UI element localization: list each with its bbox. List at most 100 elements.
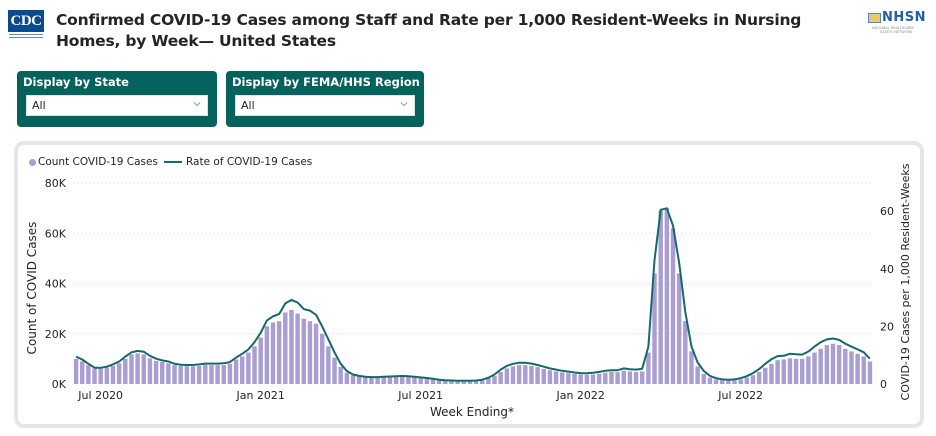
bar[interactable] [633,371,639,384]
bar[interactable] [504,368,510,384]
bar[interactable] [270,322,276,384]
bar[interactable] [387,376,393,384]
bar[interactable] [123,358,128,384]
bar[interactable] [276,321,282,384]
bar[interactable] [301,318,306,384]
bar[interactable] [590,374,596,384]
bar[interactable] [190,366,196,384]
region-dropdown[interactable]: All [235,95,415,116]
bar[interactable] [350,375,356,384]
state-dropdown[interactable]: All [26,95,208,116]
bar[interactable] [86,365,91,384]
bar[interactable] [707,377,713,384]
bar[interactable] [800,358,805,384]
bar[interactable] [627,371,633,384]
bar[interactable] [664,208,670,384]
bar[interactable] [855,353,860,384]
bar[interactable] [775,360,780,384]
bar[interactable] [381,377,386,384]
bar[interactable] [295,313,300,384]
bar[interactable] [603,372,608,384]
bar[interactable] [480,380,485,384]
bar[interactable] [523,365,528,384]
bar[interactable] [652,273,657,384]
bar[interactable] [215,365,220,384]
bar[interactable] [781,359,786,384]
bar[interactable] [227,363,233,384]
bar[interactable] [769,363,774,384]
bar[interactable] [830,343,836,384]
bar[interactable] [141,354,146,384]
bar[interactable] [695,366,700,384]
bar[interactable] [203,364,208,384]
bar[interactable] [240,356,245,384]
bar[interactable] [787,358,793,384]
bar[interactable] [676,273,682,384]
bar[interactable] [738,379,743,384]
bar[interactable] [584,374,590,384]
bar[interactable] [246,352,251,384]
bar[interactable] [492,375,497,384]
bar[interactable] [320,333,325,384]
bar[interactable] [713,379,719,384]
bar[interactable] [812,352,817,384]
bar[interactable] [424,378,430,384]
bar[interactable] [566,373,571,384]
bar[interactable] [233,359,239,384]
rate-line-series[interactable] [75,207,871,382]
bar[interactable] [646,352,651,384]
bar[interactable] [572,373,577,384]
bar[interactable] [326,346,331,384]
bar[interactable] [73,358,79,384]
bar[interactable] [147,358,153,384]
bar[interactable] [412,377,417,384]
bar[interactable] [578,374,583,384]
bar[interactable] [640,371,645,384]
bar[interactable] [541,368,546,384]
bar[interactable] [209,365,214,384]
bar[interactable] [473,380,479,384]
bar[interactable] [750,375,756,384]
bar[interactable] [449,380,454,384]
bar[interactable] [683,321,688,384]
bar[interactable] [516,365,522,384]
bar[interactable] [836,345,842,384]
bar[interactable] [110,365,116,384]
bar[interactable] [535,367,540,384]
bar[interactable] [375,377,380,384]
bar[interactable] [560,372,565,384]
bar[interactable] [793,358,799,384]
bar[interactable] [510,366,516,384]
bar[interactable] [443,380,448,384]
bar[interactable] [116,363,122,384]
bar[interactable] [689,351,694,384]
bar[interactable] [252,346,257,384]
bar[interactable] [498,371,503,384]
bar[interactable] [104,367,110,384]
bar[interactable] [166,363,171,384]
bar[interactable] [547,370,553,384]
bar[interactable] [369,377,374,384]
bar[interactable] [393,376,399,384]
bar[interactable] [843,348,848,384]
bar[interactable] [258,337,263,384]
bar[interactable] [92,368,97,384]
bar[interactable] [363,377,368,384]
bar[interactable] [849,351,854,384]
bar[interactable] [744,377,750,384]
bar[interactable] [553,371,559,384]
bar[interactable] [756,371,762,384]
bar[interactable] [135,353,140,384]
bar[interactable] [455,380,460,384]
bar[interactable] [529,365,534,384]
bar[interactable] [658,210,663,384]
bar[interactable] [867,361,873,384]
bar[interactable] [160,361,165,384]
bar[interactable] [406,376,411,384]
bar[interactable] [720,380,725,384]
bar[interactable] [436,379,442,384]
bar[interactable] [129,354,134,384]
legend-entry-count[interactable]: Count COVID-19 Cases [38,156,158,168]
legend-entry-rate[interactable]: Rate of COVID-19 Cases [185,156,313,168]
bar[interactable] [467,381,473,384]
